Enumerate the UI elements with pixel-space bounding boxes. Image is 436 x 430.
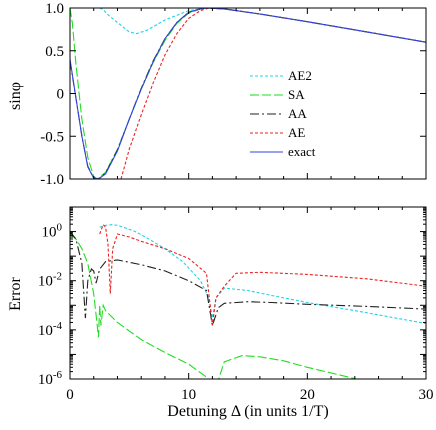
sin-phi-curve-exact: [70, 8, 426, 179]
sin-phi-curve-ae2: [99, 8, 426, 43]
x-axis-label: Detuning Δ (in units 1/T): [167, 403, 328, 420]
top-y-tick-label: 0: [57, 87, 65, 103]
legend: AE2 SA AA AE exact: [250, 68, 316, 159]
top-y-tick-label: -0.5: [40, 129, 64, 145]
error-curve-aa: [70, 231, 426, 326]
bottom-y-tick-label: 100: [42, 222, 63, 241]
bottom-x-tick-label: 30: [419, 387, 434, 403]
bottom-y-axis-label: Error: [7, 276, 24, 310]
sin-phi-curve-sa: [70, 8, 426, 179]
bottom-y-tick-label: 10-6: [38, 369, 63, 388]
sin-phi-curve-aa: [70, 8, 426, 179]
legend-label-sa: SA: [288, 87, 305, 102]
top-y-tick-label: 0.5: [45, 44, 64, 60]
legend-label-ae: AE: [288, 125, 305, 140]
legend-label-exact: exact: [288, 144, 316, 159]
bottom-ticks: 0 10 20 30 10-6 10-4 10-2 100: [38, 207, 434, 403]
sin-phi-curve-ae: [120, 8, 426, 179]
error-curve-ae: [99, 223, 426, 326]
top-plot-frame: [69, 7, 427, 180]
bottom-x-tick-label: 20: [300, 387, 315, 403]
legend-label-ae2: AE2: [288, 68, 312, 83]
bottom-y-tick-label: 10-2: [38, 271, 62, 290]
bottom-plot-frame: [69, 206, 427, 380]
error-panel: 0 10 20 30 10-6 10-4 10-2 100 Error Detuning Δ …: [7, 206, 434, 420]
error-curve-ae2: [99, 224, 426, 325]
bottom-y-tick-label: 10-4: [38, 320, 63, 339]
error-curves: [70, 223, 426, 379]
error-curve-sa: [70, 233, 359, 379]
bottom-x-tick-label: 10: [181, 387, 196, 403]
legend-label-aa: AA: [288, 106, 307, 121]
top-y-axis-label: sinφ: [7, 82, 24, 110]
bottom-x-tick-label: 0: [66, 387, 74, 403]
sin-phi-curves: [70, 8, 426, 179]
top-ticks: -1.0 -0.5 0 0.5 1.0: [40, 1, 427, 188]
sin-phi-panel: -1.0 -0.5 0 0.5 1.0 sinφ AE2 SA AA AE exact: [7, 1, 427, 188]
top-y-tick-label: 1.0: [45, 1, 64, 17]
top-y-tick-label: -1.0: [40, 172, 64, 188]
